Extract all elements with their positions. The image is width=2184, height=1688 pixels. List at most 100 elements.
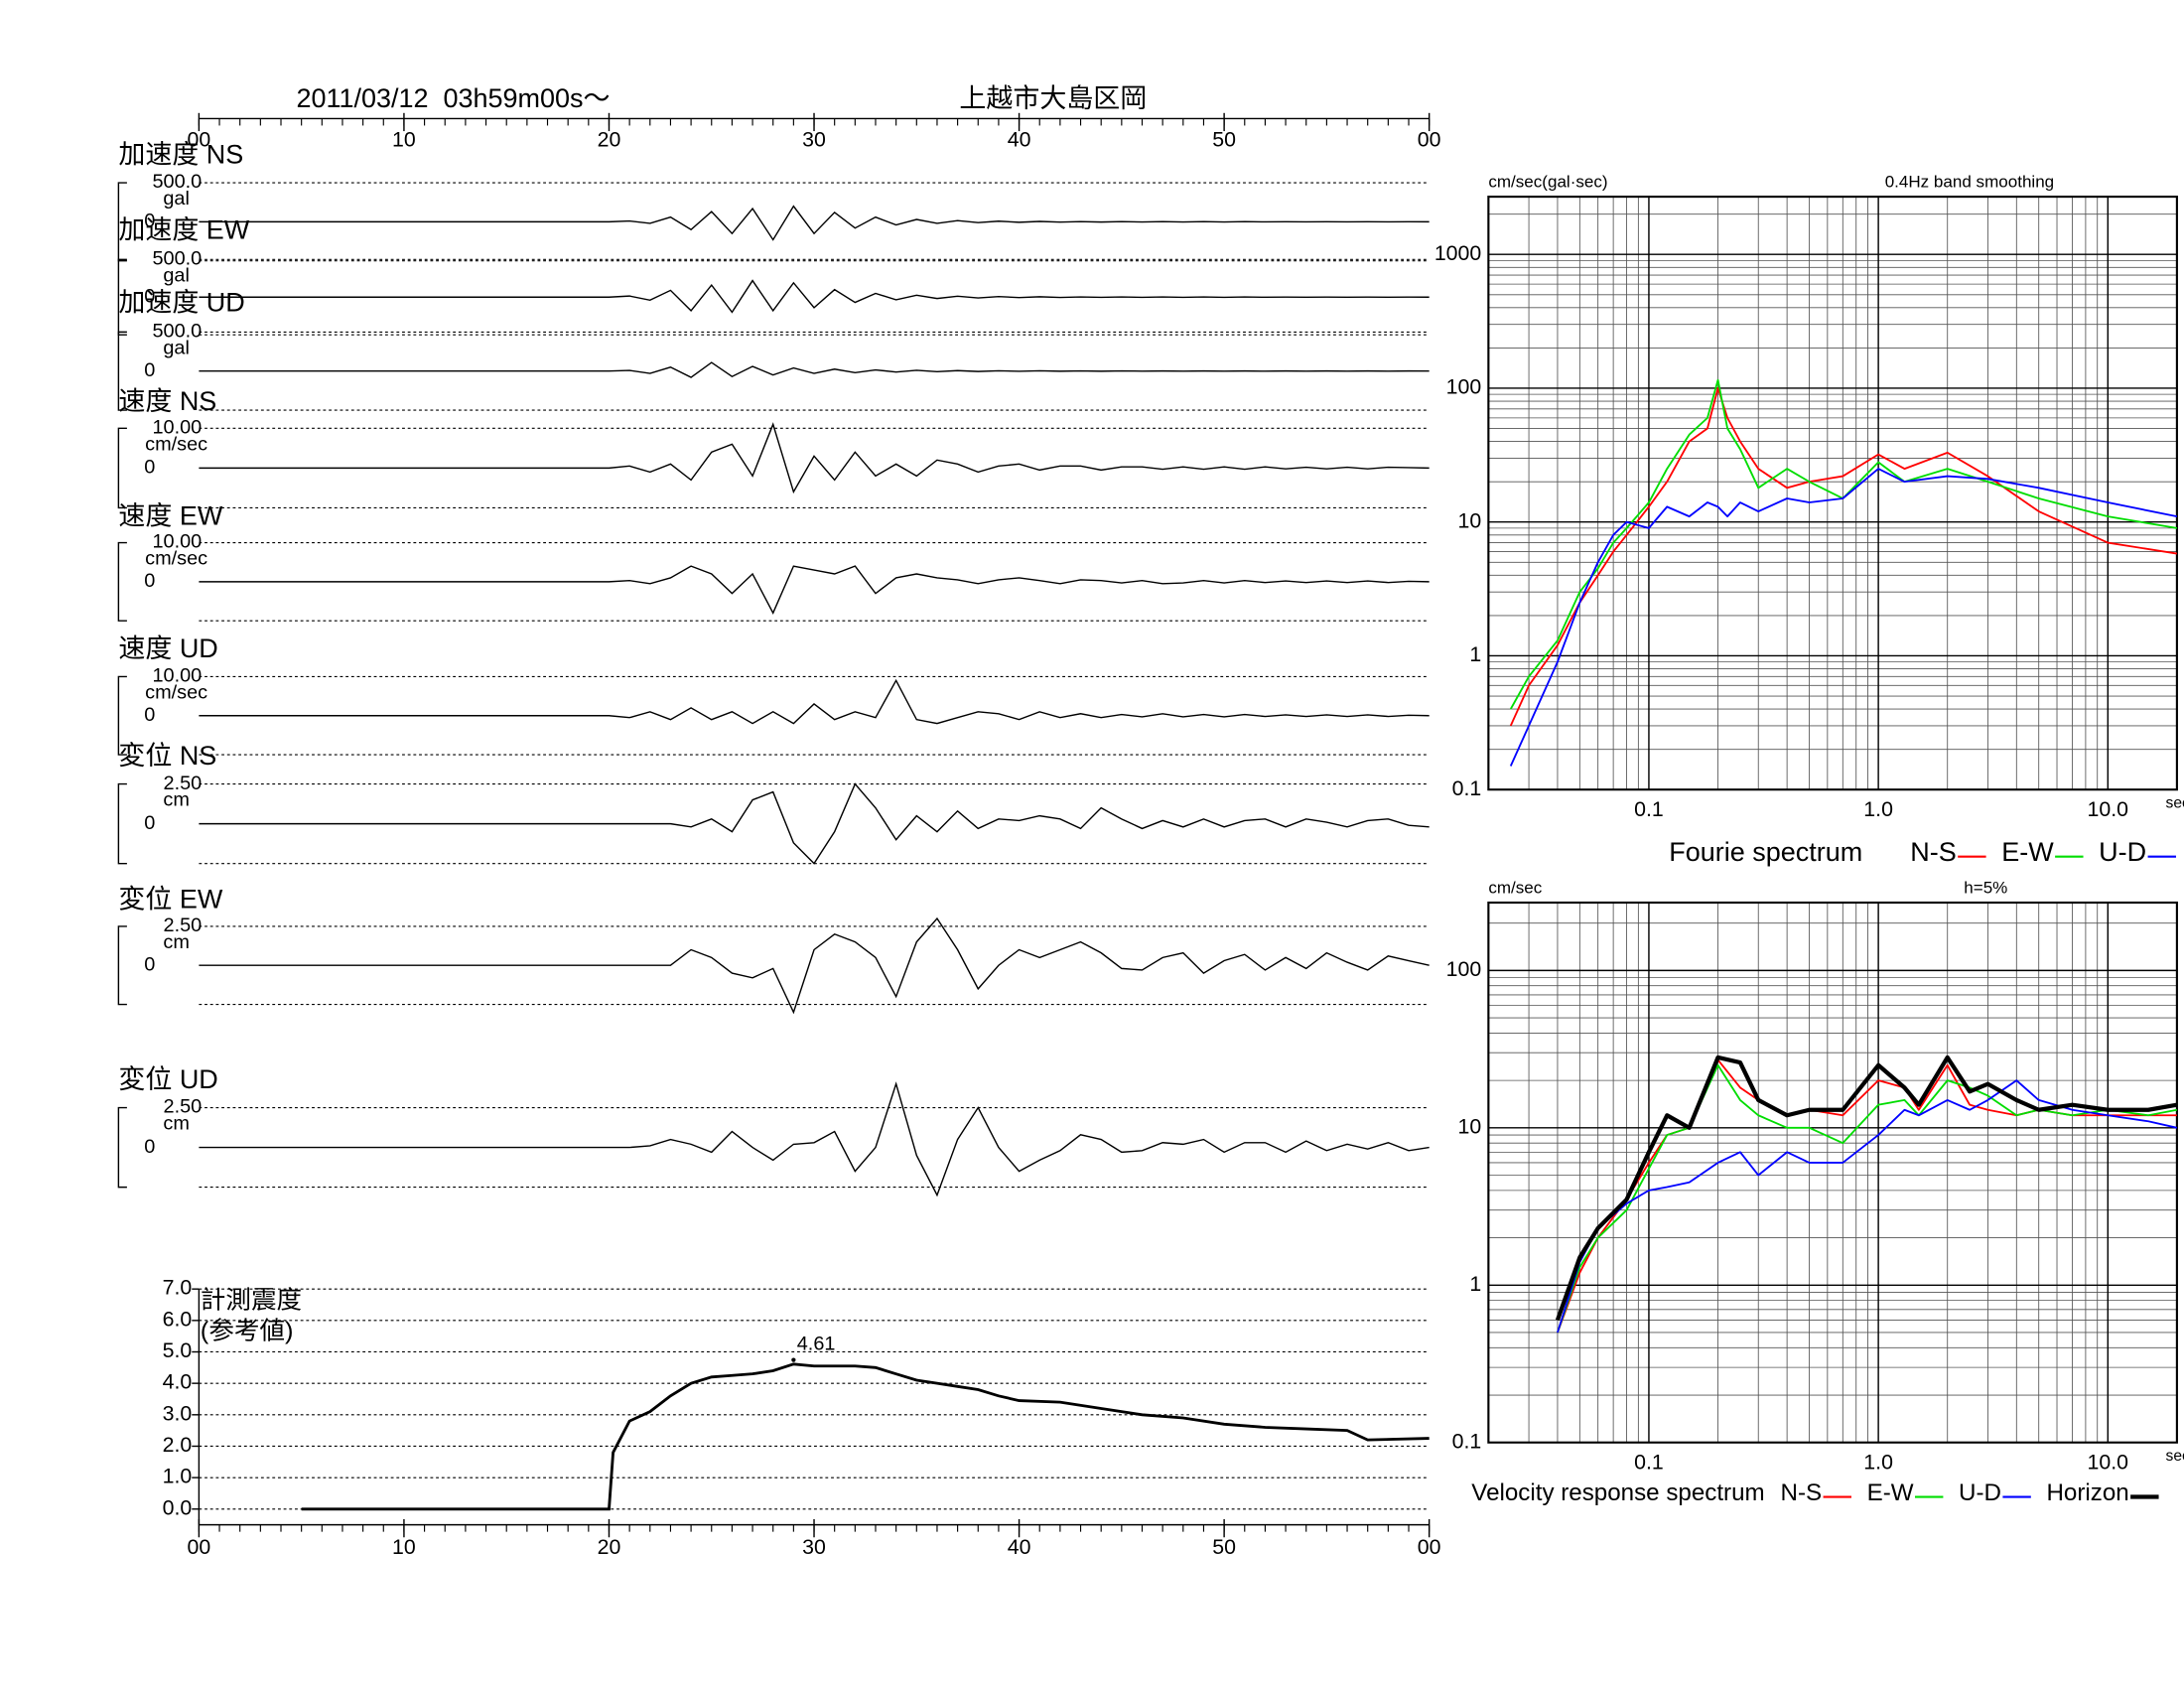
trace xyxy=(1555,1055,2178,1322)
panel-title: 加速度 NS xyxy=(118,140,243,170)
y-tick-label: 2.50 xyxy=(164,914,203,936)
x-tick-label: 00 xyxy=(188,1536,211,1559)
record-datetime: 2011/03/12 03h59m00s〜 xyxy=(296,83,610,113)
y-tick-label: 10.00 xyxy=(152,417,202,439)
trace xyxy=(199,279,1430,314)
x-tick-label: 40 xyxy=(1008,129,1031,152)
x-tick-label: 30 xyxy=(802,1536,826,1559)
y-tick-label: 0.1 xyxy=(1452,1430,1482,1453)
y-tick-label: 1 xyxy=(1469,1273,1481,1296)
y-tick-label: 500.0 xyxy=(152,248,202,270)
trace xyxy=(199,205,1430,241)
y-tick-label: 0.1 xyxy=(1452,777,1482,800)
y-unit: cm/sec xyxy=(145,548,207,570)
y-unit: cm/sec xyxy=(145,682,207,704)
y-tick-label: 0 xyxy=(144,286,155,308)
x-axis-label: sec xyxy=(2166,1448,2184,1465)
trace xyxy=(1557,1079,2178,1334)
y-tick-label: 10 xyxy=(1458,509,1482,532)
x-tick-label: 10.0 xyxy=(2088,798,2128,821)
trace xyxy=(199,361,1430,378)
trace xyxy=(199,782,1430,865)
panel-subtitle: (参考値) xyxy=(201,1318,294,1345)
x-tick-label: 20 xyxy=(598,1536,621,1559)
legend-label: Horizon xyxy=(2046,1479,2128,1506)
annotation: h=5% xyxy=(1964,879,2007,898)
y-unit: cm/sec xyxy=(145,433,207,455)
legend-label: U-D xyxy=(1959,1479,2001,1506)
x-tick-label: 1.0 xyxy=(1863,1451,1893,1474)
x-tick-label: 0.1 xyxy=(1634,798,1664,821)
x-tick-label: 10 xyxy=(392,1536,416,1559)
y-tick-label: 1.0 xyxy=(163,1466,193,1488)
y-tick-label: 0 xyxy=(144,570,155,592)
y-tick-label: 1000 xyxy=(1434,242,1481,265)
legend-label: E-W xyxy=(2001,837,2054,867)
y-tick-label: 0 xyxy=(144,954,155,976)
trace xyxy=(199,565,1430,615)
y-tick-label: 0.0 xyxy=(163,1496,193,1519)
x-tick-label: 10.0 xyxy=(2088,1451,2128,1474)
y-tick-label: 10.00 xyxy=(152,665,202,687)
x-axis-label: sec xyxy=(2166,794,2184,811)
trace xyxy=(199,422,1430,494)
legend-label: N-S xyxy=(1910,837,1956,867)
x-tick-label: 30 xyxy=(802,129,826,152)
panel-title: 変位 EW xyxy=(118,885,223,914)
plot-frame xyxy=(1487,901,2178,1444)
x-tick-label: 00 xyxy=(1418,1536,1441,1559)
y-unit: gal xyxy=(163,188,190,210)
annotation: 0.4Hz band smoothing xyxy=(1885,173,2054,192)
y-tick-label: 0 xyxy=(144,211,155,232)
y-tick-label: 0 xyxy=(144,1136,155,1158)
legend-label: U-D xyxy=(2099,837,2146,867)
panel-title: 加速度 UD xyxy=(118,287,244,317)
panel-title: 変位 NS xyxy=(118,741,216,771)
station-name: 上越市大島区岡 xyxy=(959,83,1147,113)
trace xyxy=(1509,378,2178,710)
trace xyxy=(199,1081,1430,1197)
peak-label: 4.61 xyxy=(797,1333,836,1354)
y-tick-label: 0 xyxy=(144,457,155,479)
legend-label: E-W xyxy=(1867,1479,1914,1506)
y-tick-label: 500.0 xyxy=(152,171,202,193)
panel-title: 速度 UD xyxy=(118,633,217,663)
trace xyxy=(1509,387,2178,727)
y-tick-label: 100 xyxy=(1446,376,1482,399)
y-tick-label: 1 xyxy=(1469,643,1481,666)
y-unit: gal xyxy=(163,338,190,359)
y-unit: cm xyxy=(163,931,190,953)
panel-bracket xyxy=(117,427,127,509)
y-tick-label: 100 xyxy=(1446,958,1482,981)
trace xyxy=(301,1362,1430,1511)
y-tick-label: 10.00 xyxy=(152,531,202,553)
legend-title: Velocity response spectrum xyxy=(1471,1479,1764,1506)
trace xyxy=(199,916,1430,1015)
panel-title: 速度 NS xyxy=(118,386,216,416)
x-tick-label: 1.0 xyxy=(1863,798,1893,821)
y-tick-label: 10 xyxy=(1458,1115,1482,1138)
y-tick-label: 500.0 xyxy=(152,321,202,343)
plot-frame xyxy=(1487,196,2178,791)
panel-bracket xyxy=(117,331,127,411)
panel-bracket xyxy=(117,925,127,1006)
panel-title: 計測震度 xyxy=(201,1287,302,1315)
panel-bracket xyxy=(117,675,127,756)
panel-bracket xyxy=(117,182,127,262)
legend-title: Fourie spectrum xyxy=(1669,837,1862,867)
panel-title: 速度 EW xyxy=(118,500,223,530)
x-tick-label: 50 xyxy=(1212,129,1236,152)
y-tick-label: 6.0 xyxy=(163,1309,193,1332)
y-tick-label: 4.0 xyxy=(163,1371,193,1394)
y-tick-label: 2.0 xyxy=(163,1434,193,1457)
y-unit: gal xyxy=(163,264,190,286)
trace xyxy=(1509,468,2178,767)
y-tick-label: 3.0 xyxy=(163,1402,193,1425)
y-tick-label: 2.50 xyxy=(164,1096,203,1118)
panel-title: 変位 UD xyxy=(118,1064,217,1094)
legend-label: N-S xyxy=(1781,1479,1823,1506)
panel-bracket xyxy=(117,782,127,865)
y-tick-label: 0 xyxy=(144,704,155,726)
